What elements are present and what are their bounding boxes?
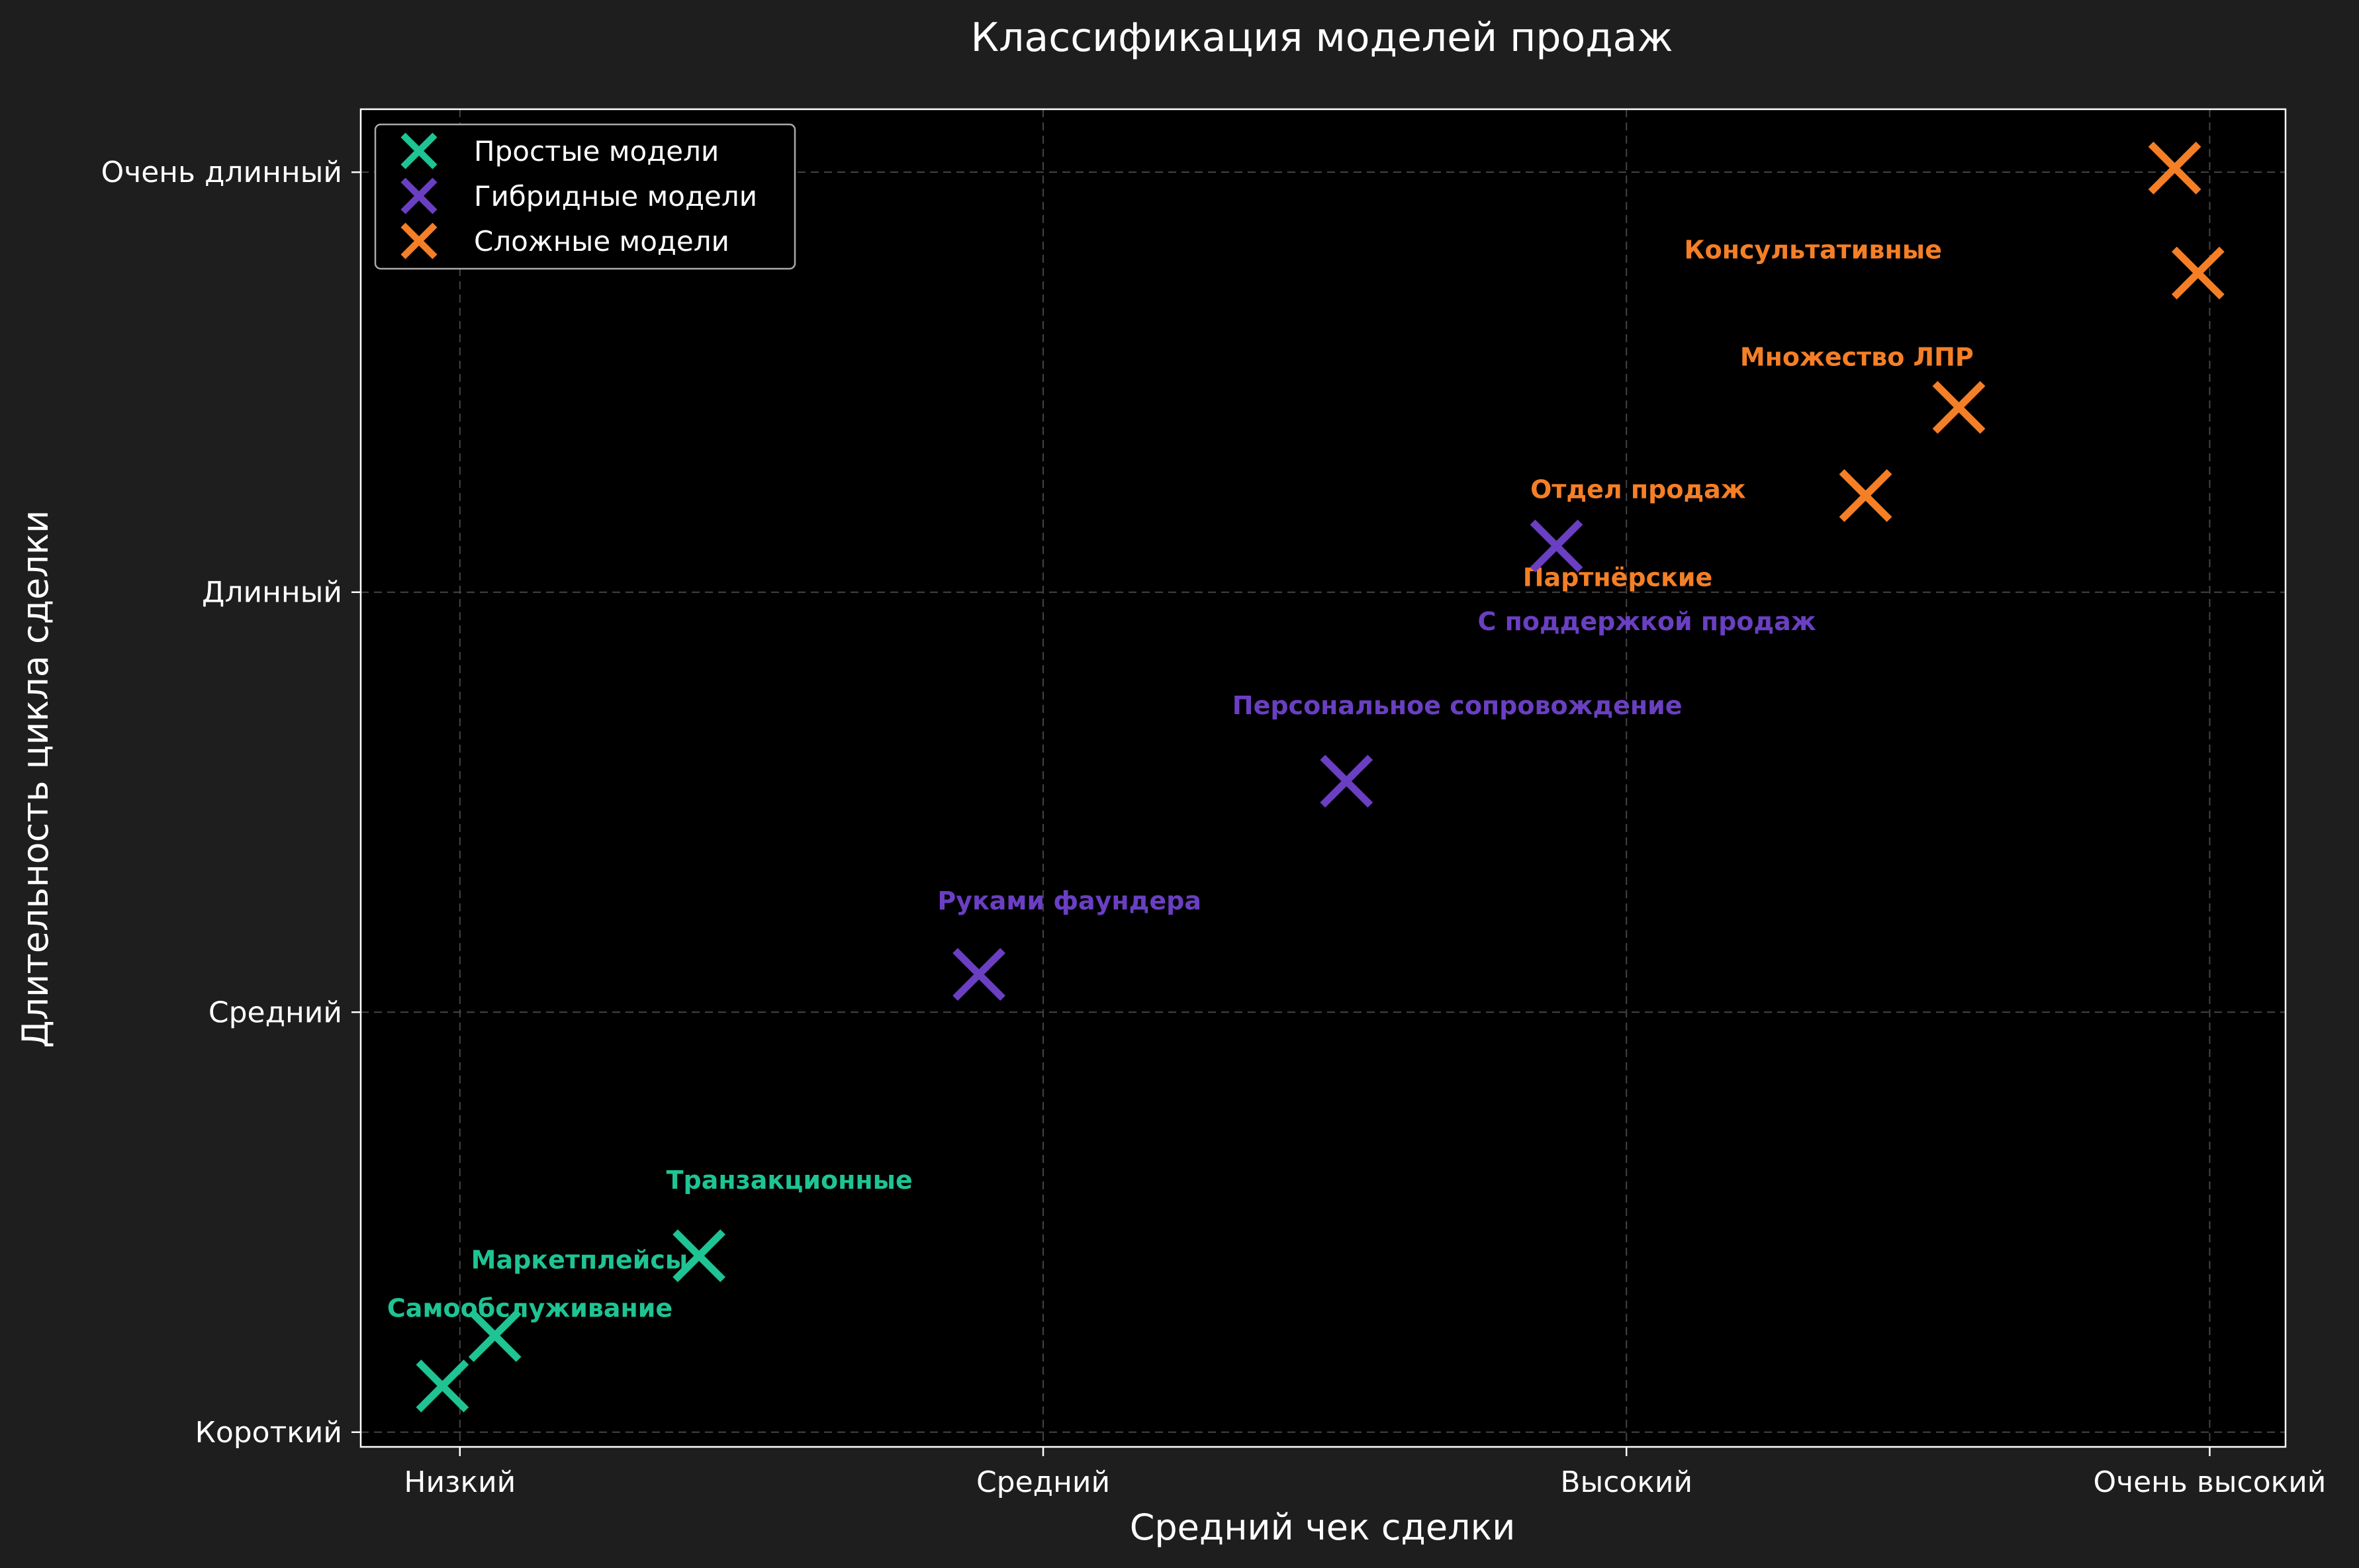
marker-stroke — [2148, 141, 2201, 195]
legend-label: Гибридные модели — [474, 180, 757, 212]
marker-stroke — [1320, 755, 1373, 808]
legend: Простые модели Гибридные модели Сложные мо… — [374, 123, 796, 270]
plot-frame — [359, 108, 2287, 1448]
marker-stroke — [1839, 469, 1892, 522]
marker-stroke — [672, 1229, 725, 1283]
point-2-3 — [2171, 246, 2225, 300]
x-tick-label-1: Средний — [976, 1465, 1110, 1499]
point-1-1 — [1320, 755, 1373, 808]
legend-marker — [400, 177, 438, 214]
legend-label: Сложные модели — [474, 225, 729, 257]
y-axis-label: Длительность цикла сделки — [15, 510, 56, 1048]
legend-label: Простые модели — [474, 135, 719, 167]
annotation-0: Самообслуживание — [387, 1294, 672, 1323]
marker-stroke — [416, 1360, 469, 1412]
point-0-1 — [468, 1309, 522, 1362]
x-axis-label: Средний чек сделки — [1130, 1506, 1516, 1548]
data-points — [416, 141, 2225, 1412]
point-1-0 — [952, 948, 1005, 1001]
chart-title: Классификация моделей продаж — [970, 15, 1673, 61]
x-tick-label-3: Очень высокий — [2093, 1465, 2326, 1499]
annotation-4: Персональное сопровождение — [1232, 691, 1683, 720]
annotation-5: С поддержкой продаж — [1478, 607, 1816, 636]
marker-stroke — [468, 1309, 522, 1362]
annotation-1: Маркетплейсы — [471, 1246, 688, 1275]
legend-marker — [400, 132, 438, 169]
x-tick-label-0: Низкий — [404, 1465, 516, 1499]
point-0-0 — [416, 1360, 469, 1412]
legend-item-1: Гибридные модели — [400, 177, 757, 214]
annotation-6: Партнёрские — [1523, 563, 1713, 592]
y-tick-label-3: Очень длинный — [101, 156, 342, 189]
y-tick-label-0: Короткий — [195, 1416, 342, 1450]
y-tick-label-2: Длинный — [202, 576, 342, 610]
annotation-2: Транзакционные — [667, 1166, 913, 1195]
x-tick-label-2: Высокий — [1560, 1465, 1692, 1499]
marker-stroke — [1530, 520, 1583, 573]
annotation-7: Отдел продаж — [1530, 475, 1746, 504]
annotation-9: Консультативные — [1685, 236, 1942, 265]
plot-area — [361, 109, 2286, 1447]
marker-stroke — [952, 948, 1005, 1001]
annotation-8: Множество ЛПР — [1740, 342, 1974, 371]
y-tick-label-1: Средний — [208, 995, 342, 1029]
annotations: Самообслуживание Маркетплейсы Транзакционн… — [387, 236, 1974, 1323]
point-2-0 — [1839, 469, 1892, 522]
point-1-2 — [1530, 520, 1583, 573]
legend-marker — [400, 222, 438, 259]
marker-stroke — [1932, 381, 1986, 434]
point-2-1 — [1932, 381, 1986, 434]
axis-ticks: Низкий Средний Высокий Очень высокий Коротки… — [101, 156, 2327, 1499]
marker-stroke — [2171, 246, 2225, 300]
annotation-3: Руками фаундера — [937, 886, 1201, 915]
point-2-2 — [2148, 141, 2201, 195]
point-0-2 — [672, 1229, 725, 1283]
legend-item-2: Сложные модели — [400, 222, 729, 259]
legend-box — [374, 123, 796, 270]
legend-item-0: Простые модели — [400, 132, 719, 169]
